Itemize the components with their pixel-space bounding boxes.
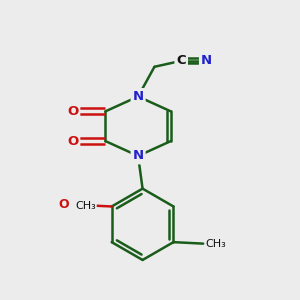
Text: C: C (176, 54, 186, 67)
Text: O: O (67, 105, 78, 118)
Text: O: O (67, 135, 78, 148)
Text: N: N (201, 54, 212, 67)
Text: O: O (59, 199, 69, 212)
Text: N: N (133, 149, 144, 162)
Text: CH₃: CH₃ (206, 238, 226, 249)
Text: CH₃: CH₃ (75, 201, 96, 211)
Text: N: N (133, 90, 144, 103)
